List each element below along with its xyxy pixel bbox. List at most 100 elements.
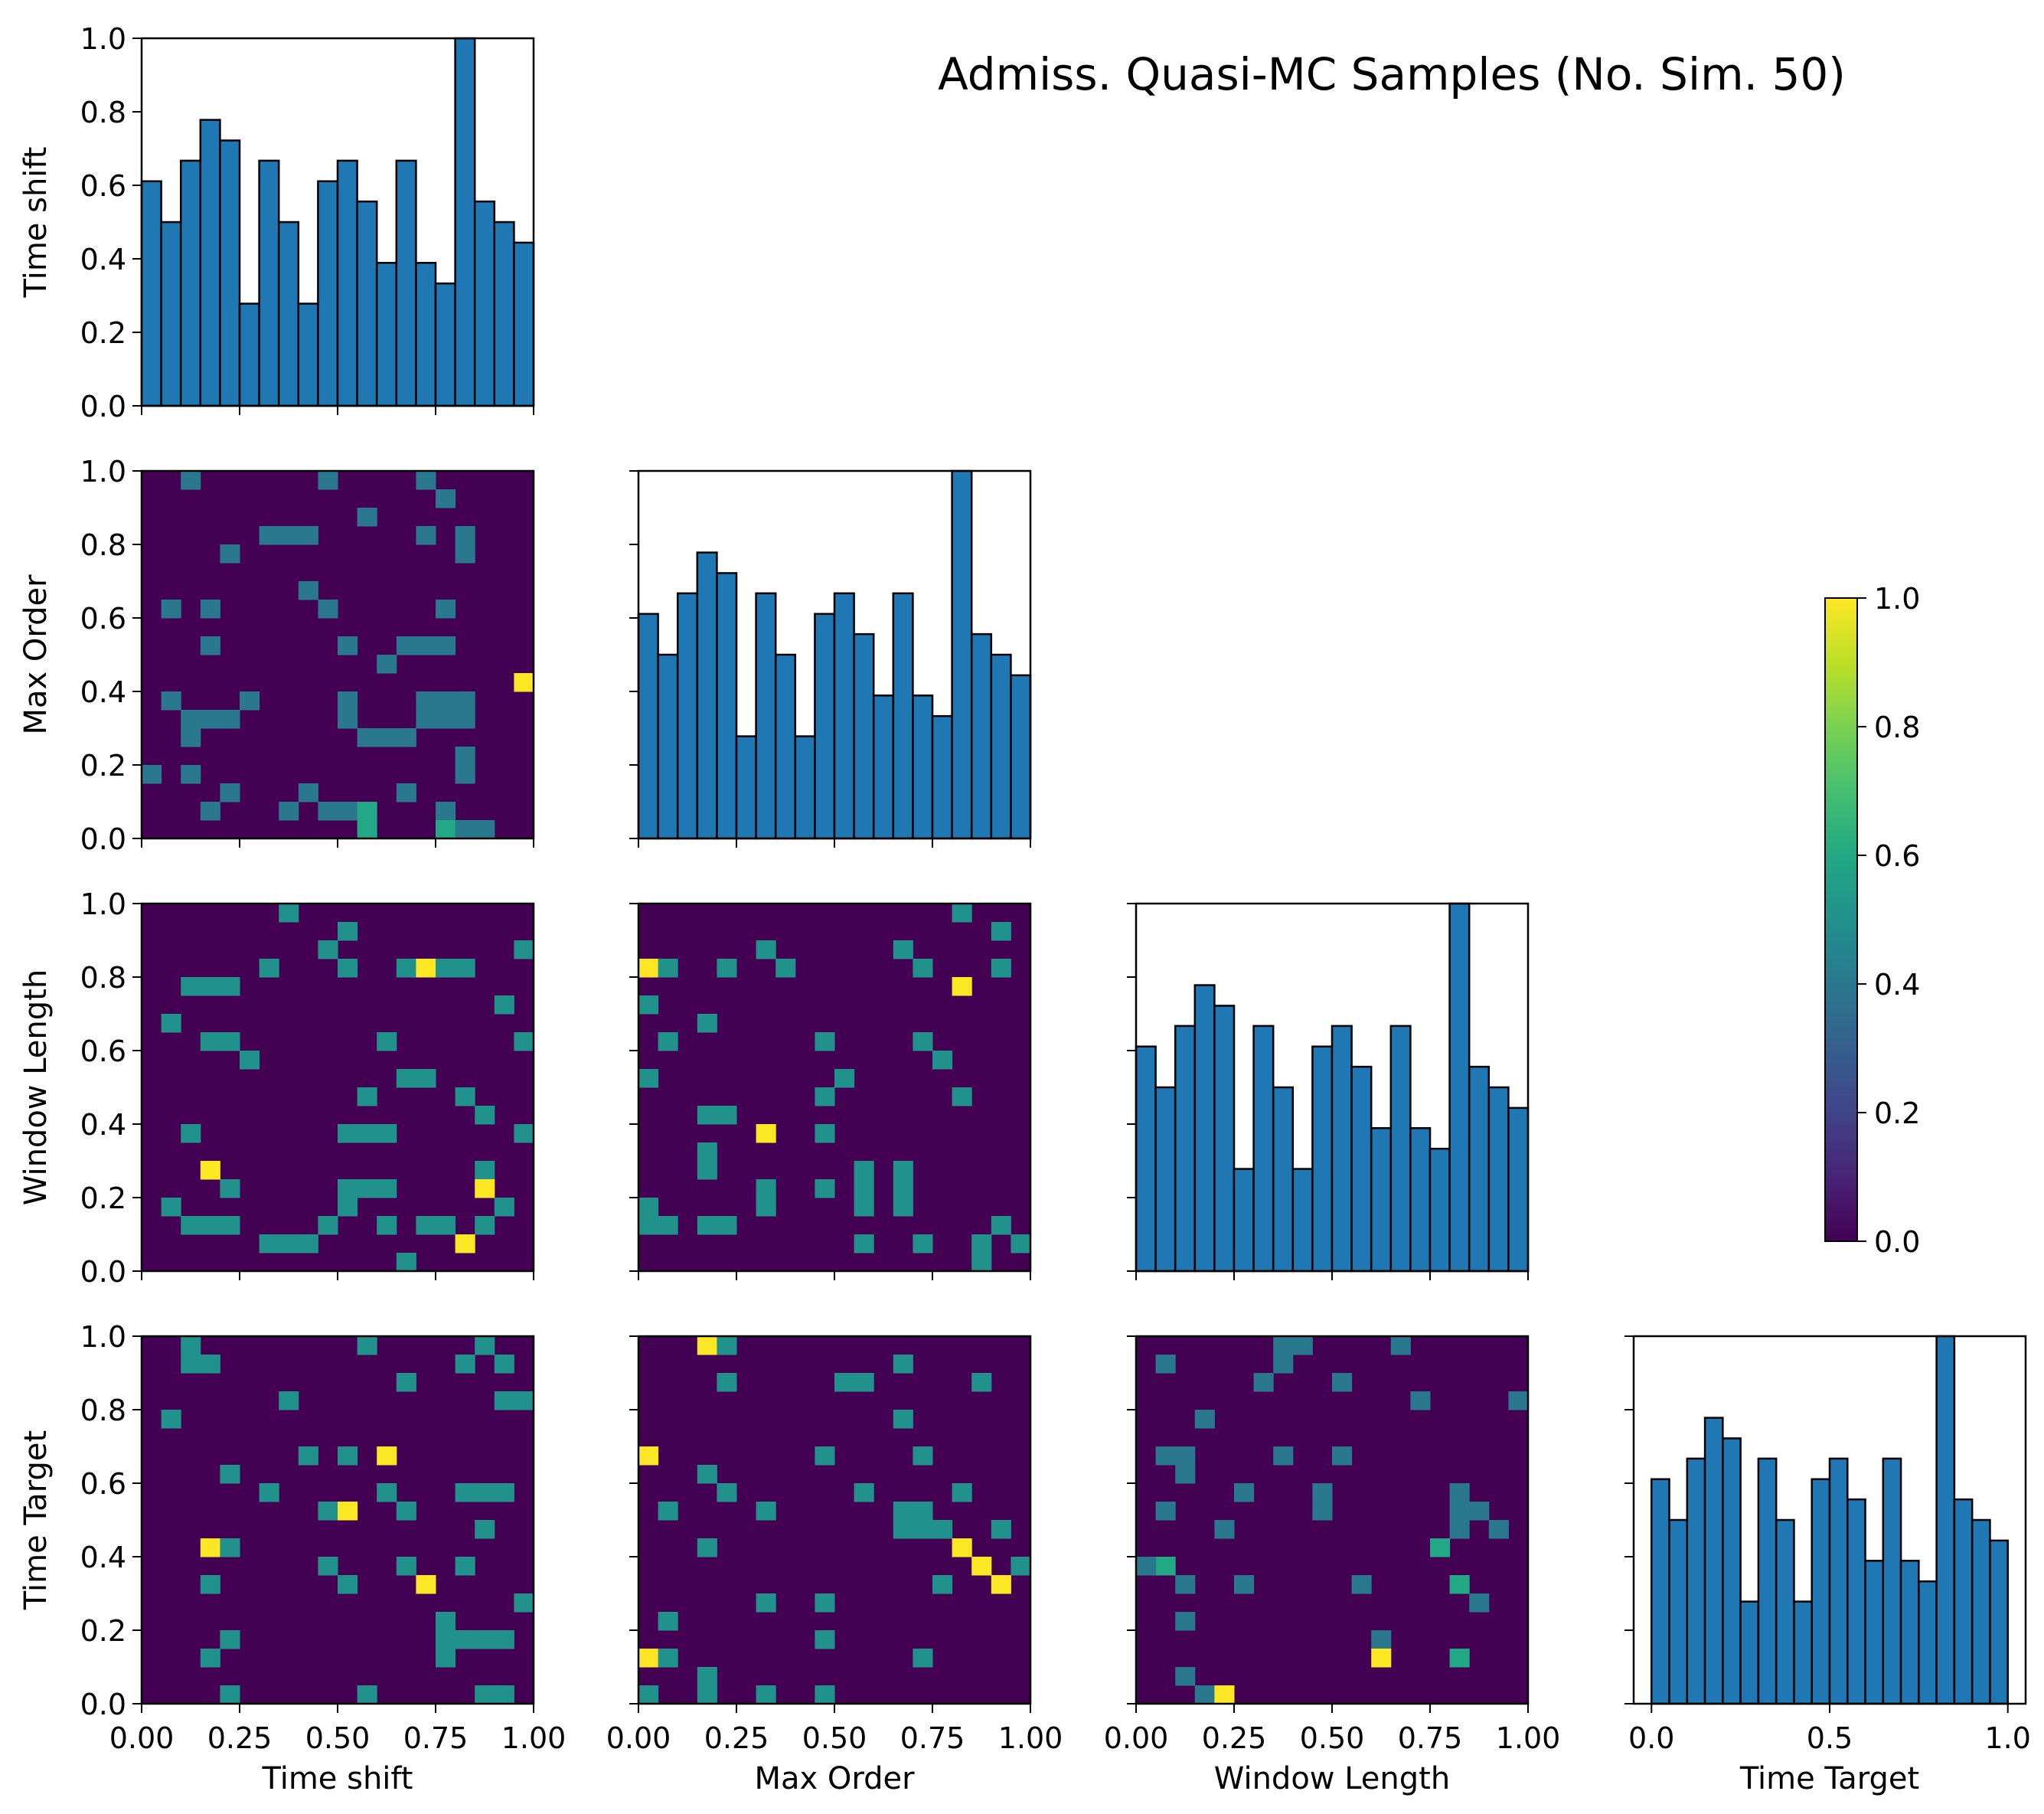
x-tick-label: 0.75 (900, 1721, 965, 1755)
heatmap-cell (357, 820, 377, 839)
heatmap-cell (854, 1161, 874, 1180)
heatmap-cell (200, 1355, 220, 1374)
heatmap-cell (638, 959, 659, 978)
colorbar: 0.0 0.2 0.4 0.6 0.8 1.0 (1824, 582, 1920, 1259)
histogram-bar (912, 695, 934, 840)
histogram-bar (1507, 1106, 1530, 1273)
histogram-bar (1899, 1560, 1920, 1705)
histogram-bar (415, 262, 437, 407)
heatmap-cell (756, 940, 776, 959)
heatmap-cell (756, 1124, 776, 1143)
heatmap-cell (338, 710, 358, 729)
heatmap-cell (893, 940, 913, 959)
histogram-bar (1213, 1005, 1236, 1273)
histogram-bar (1370, 1127, 1393, 1273)
colorbar-tick-label: 0.6 (1874, 839, 1920, 873)
y-axis-label: Time shift (18, 147, 54, 299)
heatmap-cell (416, 636, 436, 655)
heatmap-cell (396, 636, 416, 655)
heatmap-cell (893, 1502, 913, 1521)
heatmap-cell (396, 783, 416, 802)
heatmap-cell (181, 471, 201, 490)
histogram-bar (179, 159, 202, 407)
histogram-bar (853, 632, 875, 840)
x-tick-label: 0.50 (305, 1721, 371, 1755)
histogram-bar (755, 592, 777, 840)
heatmap-cell (913, 1032, 933, 1051)
histogram-bar (434, 282, 456, 407)
heatmap-cell (181, 728, 201, 747)
heatmap-cell (377, 1032, 397, 1051)
colorbar-tick-label: 0.8 (1874, 711, 1920, 744)
heatmap-cell (1488, 1520, 1509, 1539)
heatmap-cell (514, 1593, 534, 1613)
histogram-bar (1739, 1600, 1760, 1705)
histogram-panel-max-order (629, 469, 1032, 848)
heatmap-cell (416, 526, 436, 545)
x-tick-label: 0.00 (109, 1721, 175, 1755)
heatmap-cell (416, 710, 436, 729)
histogram-bar (258, 159, 280, 407)
heatmap-cell (1155, 1557, 1176, 1576)
histogram-bar (1651, 1478, 1670, 1705)
heatmap-cell (638, 1446, 659, 1466)
histogram-bar (1272, 1086, 1295, 1273)
x-tick-label: 0.5 (1807, 1721, 1853, 1755)
heatmap-cell (1155, 1446, 1176, 1466)
histogram-bar (1722, 1437, 1742, 1705)
histogram-bar (1233, 1168, 1255, 1273)
heatmap-cell (416, 1069, 436, 1088)
heatmap-cell (756, 1593, 776, 1613)
heatmap-cell (200, 1538, 220, 1557)
y-tick-label: 0.8 (80, 528, 126, 562)
heatmap-cell (1234, 1483, 1255, 1502)
heatmap-cell (971, 1253, 992, 1272)
heatmap-cell (1292, 1336, 1313, 1355)
heatmap-cell (514, 673, 534, 692)
heatmap-cell (357, 1179, 377, 1198)
heatmap-cell (416, 1575, 436, 1594)
heatmap-cell (854, 1483, 874, 1502)
heatmap-cell (952, 1087, 972, 1106)
heatmap-cell (952, 1538, 972, 1557)
heatmap-cell (377, 1124, 397, 1143)
heatmap-cell (1312, 1502, 1333, 1521)
heatmap-cell (932, 1520, 953, 1539)
y-tick-label: 0.0 (80, 390, 126, 423)
heatmap-panel-max-order-vs-window-length (629, 902, 1032, 1280)
heatmap-cell (200, 710, 220, 729)
histogram-bar (1252, 1025, 1275, 1273)
heatmap-cell (514, 1032, 534, 1051)
heatmap-cell (338, 1575, 358, 1594)
chart-title: Admiss. Quasi-MC Samples (No. Sim. 50) (938, 48, 1846, 100)
heatmap-cell (1214, 1685, 1235, 1705)
histogram-bar (1775, 1518, 1795, 1705)
y-tick-label: 0.8 (80, 1394, 126, 1427)
heatmap-cell (200, 802, 220, 821)
heatmap-cell (377, 1179, 397, 1198)
x-tick-label: 0.00 (606, 1721, 671, 1755)
heatmap-cell (756, 1685, 776, 1705)
histogram-bar (1703, 1417, 1724, 1705)
y-tick-label: 1.0 (80, 1320, 126, 1354)
heatmap-cell (298, 783, 318, 802)
heatmap-cell (638, 1216, 659, 1235)
y-tick-label: 0.8 (80, 961, 126, 995)
heatmap-cell (377, 1216, 397, 1235)
heatmap-cell (455, 1355, 475, 1374)
heatmap-cell (697, 1216, 717, 1235)
histogram-bar (1668, 1518, 1689, 1705)
panel-grid: 0.00.20.40.60.81.00.0 0.5 1.00.00.20.40.60… (18, 22, 2031, 1796)
histogram-bar (1291, 1168, 1314, 1273)
heatmap-cell (181, 977, 201, 996)
heatmap-cell (638, 1198, 659, 1217)
heatmap-cell (318, 471, 338, 490)
heatmap-cell (161, 691, 181, 711)
histogram-bar (1953, 1498, 1974, 1705)
histogram-bar (990, 653, 1012, 840)
heatmap-cell (834, 1069, 855, 1088)
heatmap-cell (475, 1161, 495, 1180)
heatmap-cell (1273, 1355, 1294, 1374)
heatmap-cell (259, 526, 279, 545)
